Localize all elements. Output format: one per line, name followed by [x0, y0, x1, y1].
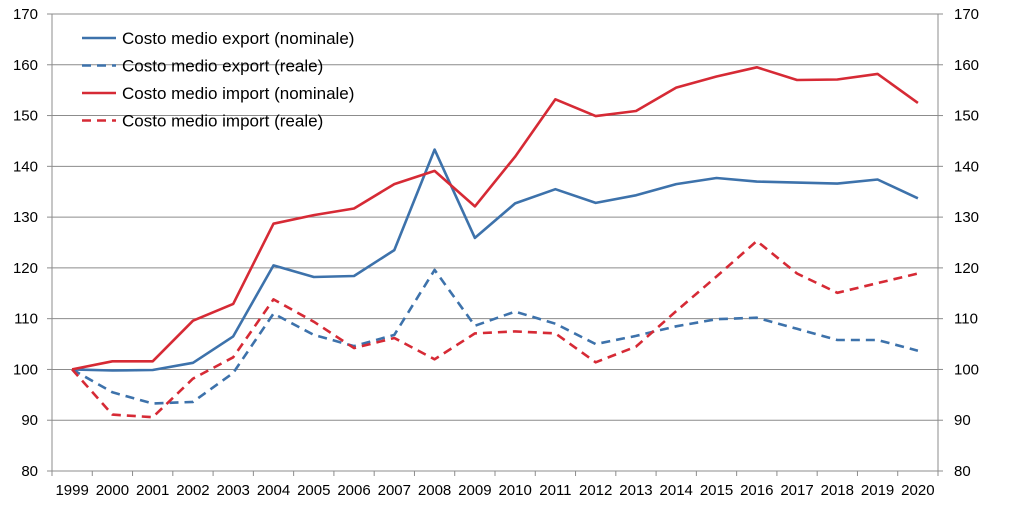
series-lines [71, 66, 919, 419]
legend-label: Costo medio import (reale) [122, 112, 323, 131]
secondary-y-tick-label: 150 [954, 108, 979, 125]
x-tick-label: 2006 [337, 482, 370, 499]
right-y-axis-ticks: 80 90 100 110 120 130 140 150 160 170 [954, 6, 979, 480]
y-tick-label: 170 [13, 6, 38, 23]
x-tick-label: 2012 [579, 482, 612, 499]
x-tick-label: 2005 [297, 482, 330, 499]
secondary-y-tick-label: 170 [954, 6, 979, 23]
x-tick-label: 2013 [619, 482, 652, 499]
x-tick-label: 2003 [217, 482, 250, 499]
y-tick-label: 140 [13, 158, 38, 175]
secondary-y-tick-label: 100 [954, 361, 979, 378]
series-line-3 [71, 66, 919, 371]
legend-label: Costo medio export (nominale) [122, 29, 354, 48]
x-tick-label: 2020 [901, 482, 934, 499]
x-tick-label: 2011 [539, 482, 571, 499]
x-tick-label: 2009 [458, 482, 491, 499]
x-tick-label: 2010 [498, 482, 531, 499]
axes [47, 13, 943, 476]
series-line-4 [71, 239, 919, 419]
y-tick-label: 120 [13, 260, 38, 277]
x-tick-label: 2014 [660, 482, 693, 499]
x-tick-label: 2000 [96, 482, 129, 499]
y-tick-label: 160 [13, 57, 38, 74]
secondary-y-tick-label: 80 [954, 463, 971, 480]
y-tick-label: 150 [13, 108, 38, 125]
x-tick-label: 2008 [418, 482, 451, 499]
series-line-1 [72, 148, 919, 372]
series-line-2 [71, 268, 919, 405]
x-tick-label: 2017 [780, 482, 813, 499]
x-tick-label: 2001 [136, 482, 169, 499]
secondary-y-tick-label: 130 [954, 209, 979, 226]
y-tick-label: 80 [21, 463, 38, 480]
x-tick-label: 2015 [700, 482, 733, 499]
y-tick-label: 90 [21, 412, 38, 429]
secondary-y-tick-label: 110 [954, 311, 978, 328]
y-tick-label: 110 [14, 311, 38, 328]
secondary-y-tick-label: 90 [954, 412, 971, 429]
y-tick-label: 100 [13, 361, 38, 378]
x-tick-label: 2004 [257, 482, 290, 499]
secondary-y-tick-label: 120 [954, 260, 979, 277]
y-tick-label: 130 [13, 209, 38, 226]
legend-label: Costo medio import (nominale) [122, 84, 354, 103]
x-tick-label: 2002 [176, 482, 209, 499]
left-y-axis-ticks: 80 90 100 110 120 130 140 150 160 170 [13, 6, 38, 480]
legend: Costo medio export (nominale) Costo medio… [82, 29, 354, 131]
x-tick-label: 2019 [861, 482, 894, 499]
secondary-y-tick-label: 140 [954, 158, 979, 175]
secondary-y-tick-label: 160 [954, 57, 979, 74]
x-tick-label: 1999 [55, 482, 88, 499]
legend-label: Costo medio export (reale) [122, 57, 323, 76]
x-axis-ticks: 1999 2000 2001 2002 2003 2004 2005 2006 2007 2008… [55, 482, 934, 499]
x-tick-label: 2016 [740, 482, 773, 499]
x-tick-label: 2018 [821, 482, 854, 499]
x-tick-label: 2007 [378, 482, 411, 499]
